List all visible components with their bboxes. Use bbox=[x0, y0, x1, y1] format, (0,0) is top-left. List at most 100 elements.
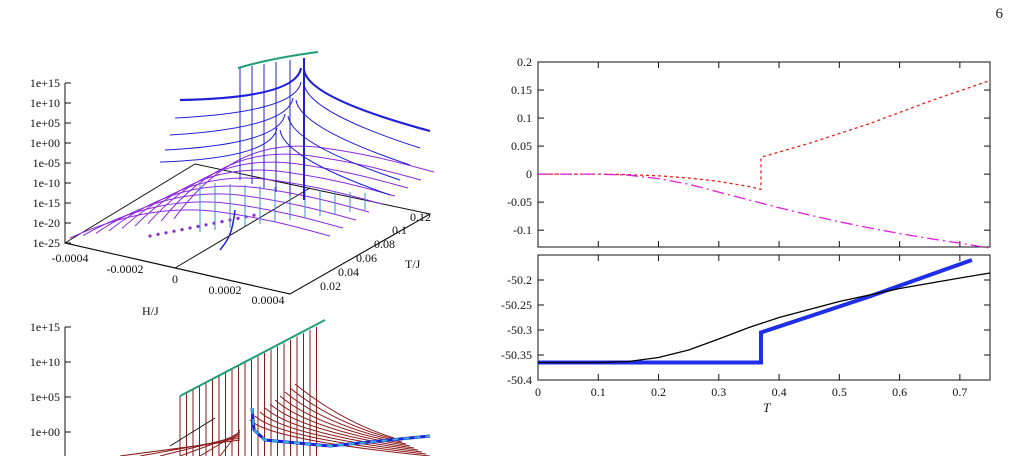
tr-y-tick-label: 0.15 bbox=[511, 83, 532, 97]
br-x-tick-label: 0 bbox=[535, 385, 541, 399]
br-x-tick-label: 0.4 bbox=[772, 385, 787, 399]
tl-critical-line bbox=[237, 51, 319, 69]
tl-floor-curve bbox=[108, 185, 370, 232]
tl-data-point bbox=[236, 216, 240, 220]
tr-y-tick-label: 0.05 bbox=[511, 139, 532, 153]
bl-floor-edge bbox=[169, 417, 216, 447]
tr-y-tick-label: 0.1 bbox=[517, 111, 532, 125]
tl-z-tick-label: 1e-10 bbox=[33, 176, 60, 190]
tl-floor-midline bbox=[174, 187, 311, 269]
tl-data-point bbox=[252, 213, 256, 217]
page-number: 6 bbox=[995, 6, 1004, 22]
tl-floor-curve bbox=[95, 193, 357, 234]
br-y-tick-label: -50.2 bbox=[507, 273, 532, 287]
bl-left-curve bbox=[199, 431, 241, 456]
tl-z-tick-label: 1e-20 bbox=[33, 216, 60, 230]
tl-z-tick-label: 1e+05 bbox=[30, 116, 60, 130]
tr-frame bbox=[537, 61, 991, 248]
br-series-1 bbox=[538, 272, 991, 364]
tl-x-tick-label: -0.0004 bbox=[52, 251, 89, 265]
tr-series-1 bbox=[538, 173, 991, 249]
bl-z-tick-label: 1e+15 bbox=[30, 320, 60, 334]
br-series-0 bbox=[538, 258, 973, 365]
bl-critical-line bbox=[179, 319, 326, 397]
br-y-tick-label: -50.25 bbox=[501, 298, 532, 312]
bl-right-curve bbox=[289, 387, 399, 441]
tl-y-label: T/J bbox=[405, 257, 421, 271]
bl-left-curve bbox=[219, 429, 241, 456]
tr-y-tick-label: 0.2 bbox=[517, 55, 532, 69]
br-y-tick-label: -50.4 bbox=[507, 373, 532, 387]
bottom-right-line-plot: -50.2 -50.25 -50.3 -50.35 -50.40 0.1 0.2 0.3 0.4… bbox=[501, 254, 991, 415]
br-x-tick-label: 0.5 bbox=[832, 385, 847, 399]
tl-x-axis bbox=[64, 242, 291, 295]
br-x-tick-label: 0.6 bbox=[892, 385, 907, 399]
tl-x-tick-label: 0.0004 bbox=[252, 293, 285, 307]
br-x-tick-label: 0.2 bbox=[651, 385, 666, 399]
br-frame bbox=[537, 254, 991, 381]
top-right-line-plot: 0.2 0.15 0.1 0.05 0 -0.05 -0.1 bbox=[507, 55, 991, 249]
tl-y-tick-label: 0.04 bbox=[338, 265, 359, 279]
tl-data-point bbox=[156, 232, 160, 236]
tl-upper-curve bbox=[179, 67, 431, 133]
tl-data-point bbox=[164, 231, 168, 235]
br-x-tick-label: 0.7 bbox=[952, 385, 967, 399]
tl-floor-curve bbox=[160, 153, 422, 222]
tr-y-tick-label: -0.1 bbox=[513, 223, 532, 237]
br-x-tick-label: 0.1 bbox=[591, 385, 606, 399]
tl-x-tick-label: 0.0002 bbox=[209, 283, 242, 297]
tl-z-tick-label: 1e+10 bbox=[30, 96, 60, 110]
bl-left-curve bbox=[139, 437, 241, 456]
tl-y-tick-label: 0.02 bbox=[320, 279, 341, 293]
bl-z-tick-label: 1e+00 bbox=[30, 425, 60, 439]
tl-data-point bbox=[172, 229, 176, 233]
bottom-left-surface-plot: 1e+15 1e+10 1e+05 1e+00 bbox=[30, 319, 431, 456]
bl-right-curve bbox=[284, 391, 403, 443]
bl-z-tick-label: 1e+10 bbox=[30, 355, 60, 369]
tl-z-tick-label: 1e-25 bbox=[33, 236, 60, 250]
bl-right-curve bbox=[254, 415, 427, 455]
tr-y-tick-label: -0.05 bbox=[507, 195, 532, 209]
tl-data-point bbox=[196, 224, 200, 228]
tl-x-tick-label: 0 bbox=[172, 272, 178, 286]
tl-spike-base bbox=[219, 209, 236, 251]
bl-dashed-line bbox=[251, 407, 431, 448]
tl-data-point bbox=[148, 234, 152, 238]
tl-y-tick-label: 0.06 bbox=[356, 251, 377, 265]
bl-right-curve bbox=[264, 407, 419, 451]
tl-floor-curve bbox=[134, 169, 396, 227]
bl-z-tick-label: 1e+05 bbox=[30, 390, 60, 404]
tl-y-tick-label: 0.12 bbox=[410, 210, 431, 224]
tl-floor-curve bbox=[173, 145, 435, 220]
tl-floor-curve bbox=[147, 161, 409, 224]
tl-data-point bbox=[180, 228, 184, 232]
bl-right-curve bbox=[259, 411, 423, 453]
tl-data-point bbox=[220, 220, 224, 224]
br-y-tick-label: -50.35 bbox=[501, 348, 532, 362]
tl-y-axis bbox=[289, 213, 431, 295]
top-left-surface-plot: 1e+15 1e+10 1e+05 1e+00 1e-05 1e-10 1e-15 1e-20… bbox=[30, 51, 435, 318]
tl-upper-curve bbox=[159, 127, 391, 196]
bl-right-curve bbox=[249, 419, 431, 456]
tl-y-tick-label: 0.08 bbox=[374, 237, 395, 251]
tl-z-tick-label: 1e-05 bbox=[33, 156, 60, 170]
br-y-tick-label: -50.3 bbox=[507, 323, 532, 337]
tl-floor-curve bbox=[69, 209, 331, 239]
tl-x-label: H/J bbox=[142, 304, 159, 318]
br-x-tick-label: 0.3 bbox=[711, 385, 726, 399]
bl-right-curve bbox=[274, 399, 411, 447]
tl-x-tick-label: -0.0002 bbox=[107, 262, 144, 276]
bl-right-curve bbox=[269, 403, 415, 449]
tl-z-tick-label: 1e+00 bbox=[30, 136, 60, 150]
bl-right-curve bbox=[294, 383, 395, 439]
tl-upper-curve bbox=[174, 81, 421, 149]
tl-y-tick-label: 0.1 bbox=[392, 223, 407, 237]
br-x-label: T bbox=[763, 400, 771, 415]
bl-left-curve bbox=[119, 439, 241, 456]
tr-y-tick-label: 0 bbox=[526, 167, 532, 181]
tl-data-point bbox=[204, 223, 208, 227]
tl-z-tick-label: 1e-15 bbox=[33, 196, 60, 210]
tl-z-tick-label: 1e+15 bbox=[30, 76, 60, 90]
tr-series-0 bbox=[538, 79, 991, 191]
